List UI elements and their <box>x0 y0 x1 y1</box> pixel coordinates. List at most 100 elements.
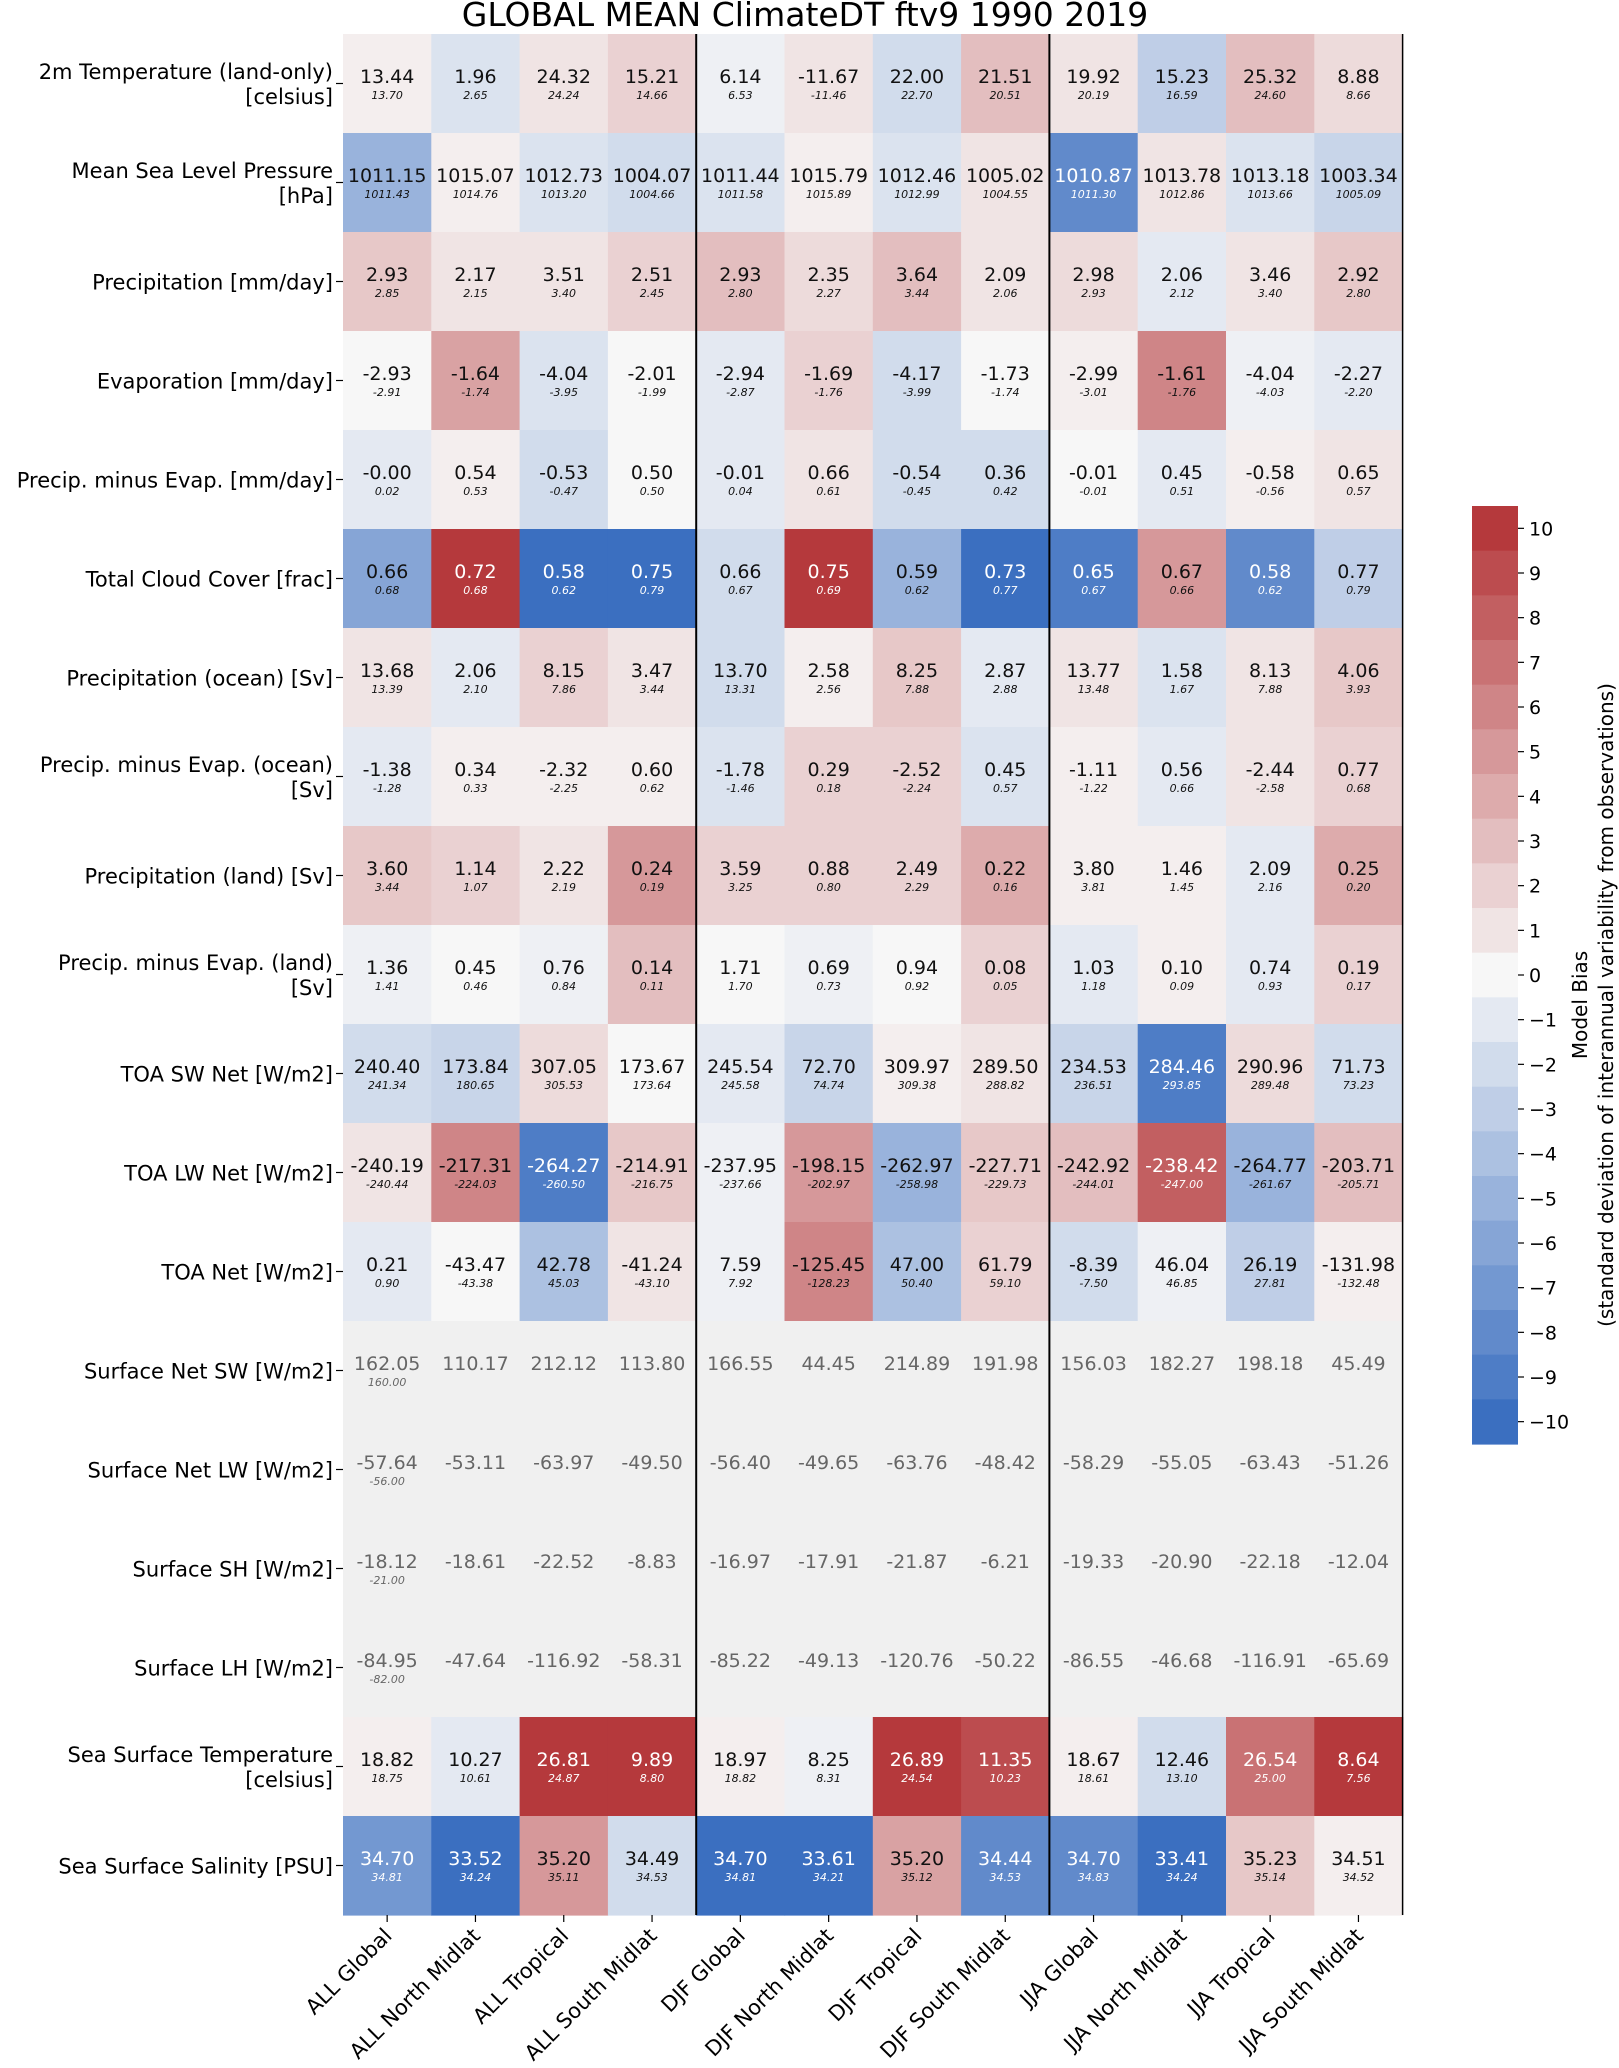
heatmap-cell <box>961 1816 1050 1916</box>
cell-model-value: 0.14 <box>631 957 673 979</box>
cell-model-value: 19.92 <box>1066 66 1120 88</box>
cell-obs-value: 20.51 <box>990 89 1022 102</box>
row-labels: 2m Temperature (land-only)[celsius]Mean … <box>17 60 343 1879</box>
cell-model-value: -227.71 <box>969 1155 1042 1177</box>
cell-model-value: 12.46 <box>1155 1749 1209 1771</box>
cell-obs-value: -0.01 <box>1079 485 1107 498</box>
heatmap-cell <box>1137 34 1227 134</box>
heatmap-cell <box>961 1519 1050 1619</box>
cell-model-value: 0.59 <box>896 561 938 583</box>
colorbar-segment <box>1472 1310 1518 1356</box>
cell-obs-value: -43.38 <box>458 1277 493 1290</box>
cell-model-value: 198.18 <box>1237 1353 1303 1375</box>
cell-model-value: -47.64 <box>445 1650 506 1672</box>
cell-model-value: 2.58 <box>807 660 849 682</box>
cell-obs-value: 0.50 <box>640 485 665 498</box>
heatmap-cell <box>961 529 1050 629</box>
row-label: [Sv] <box>291 778 333 802</box>
cell-obs-value: 305.53 <box>545 1079 584 1092</box>
row-label: Precipitation (land) [Sv] <box>85 865 333 889</box>
cell-obs-value: 180.65 <box>456 1079 495 1092</box>
heatmap-cell <box>1314 331 1404 431</box>
cell-model-value: 0.50 <box>631 462 673 484</box>
cell-model-value: 7.59 <box>719 1254 761 1276</box>
cell-obs-value: -247.00 <box>1161 1178 1203 1191</box>
heatmap-cell <box>1314 529 1404 629</box>
heatmap-cell <box>872 727 962 827</box>
heatmap-cell <box>784 1717 874 1817</box>
colorbar-tick-label: 6 <box>1529 697 1541 719</box>
heatmap-cell <box>872 331 962 431</box>
heatmap-cell <box>1314 1420 1404 1520</box>
cell-model-value: 240.40 <box>354 1056 420 1078</box>
heatmap-cell <box>343 1618 432 1718</box>
cell-model-value: 3.46 <box>1249 264 1291 286</box>
cell-obs-value: 1011.43 <box>364 188 410 201</box>
cell-obs-value: -1.76 <box>814 386 842 399</box>
cell-model-value: 0.54 <box>454 462 496 484</box>
cell-model-value: -0.54 <box>892 462 941 484</box>
cell-model-value: 0.77 <box>1337 561 1379 583</box>
cell-model-value: 34.44 <box>978 1848 1032 1870</box>
heatmap-cell <box>343 232 432 332</box>
heatmap-cell <box>1314 826 1404 926</box>
heatmap-cell <box>696 529 786 629</box>
cell-model-value: 2.51 <box>631 264 673 286</box>
cell-obs-value: 1013.66 <box>1247 188 1293 201</box>
heatmap-cell <box>1049 1816 1139 1916</box>
cell-model-value: 1013.18 <box>1231 165 1310 187</box>
cell-model-value: 0.45 <box>454 957 496 979</box>
colorbar-tick-label: 7 <box>1529 652 1541 674</box>
heatmap-cell <box>784 1519 874 1619</box>
cell-model-value: 1010.87 <box>1054 165 1133 187</box>
heatmap-cell <box>343 1420 432 1520</box>
heatmap-cell <box>696 133 786 233</box>
heatmap-cell <box>696 1123 786 1223</box>
cell-obs-value: 3.44 <box>640 683 665 696</box>
row-label: 2m Temperature (land-only) <box>39 60 333 84</box>
cell-obs-value: 14.66 <box>636 89 668 102</box>
cell-model-value: 0.65 <box>1337 462 1379 484</box>
cell-model-value: 0.88 <box>807 858 849 880</box>
cell-model-value: -120.76 <box>880 1650 953 1672</box>
cell-model-value: 289.50 <box>972 1056 1038 1078</box>
heatmap-cell <box>961 1321 1050 1421</box>
cell-obs-value: 0.04 <box>728 485 753 498</box>
heatmap-cell <box>961 133 1050 233</box>
heatmap-cell <box>519 529 609 629</box>
colorbar-sublabel: (standard deviation of interannual varia… <box>1594 683 1618 1327</box>
cell-model-value: 1.46 <box>1161 858 1203 880</box>
heatmap-cell <box>961 1717 1050 1817</box>
cell-obs-value: -260.50 <box>543 1178 585 1191</box>
cell-obs-value: -2.24 <box>903 782 931 795</box>
cell-model-value: -1.73 <box>981 363 1030 385</box>
cell-obs-value: 2.80 <box>728 287 753 300</box>
cell-model-value: -19.33 <box>1063 1551 1124 1573</box>
heatmap-cell <box>607 1618 697 1718</box>
heatmap-cell <box>607 1024 697 1124</box>
cell-model-value: 0.94 <box>896 957 938 979</box>
cell-obs-value: 7.86 <box>552 683 577 696</box>
cell-obs-value: 1.70 <box>728 980 753 993</box>
heatmap-cell <box>1137 133 1227 233</box>
cell-obs-value: 0.68 <box>463 584 488 597</box>
cell-obs-value: -216.75 <box>631 1178 673 1191</box>
heatmap-cell <box>872 1123 962 1223</box>
cell-obs-value: 0.62 <box>640 782 665 795</box>
heatmap-cell <box>784 1321 874 1421</box>
heatmap-cell <box>1049 1519 1139 1619</box>
column-label: ALL Global <box>301 1924 397 2020</box>
colorbar-segment <box>1472 997 1518 1043</box>
cell-obs-value: 0.11 <box>640 980 665 993</box>
cell-model-value: 1011.15 <box>348 165 427 187</box>
cell-obs-value: 2.88 <box>993 683 1018 696</box>
cell-obs-value: 1012.86 <box>1159 188 1205 201</box>
cell-model-value: -2.52 <box>892 759 941 781</box>
cell-obs-value: 13.70 <box>371 89 403 102</box>
cell-model-value: 1013.78 <box>1143 165 1222 187</box>
heatmap-cell <box>872 529 962 629</box>
cell-model-value: 0.72 <box>454 561 496 583</box>
cell-obs-value: 0.80 <box>816 881 841 894</box>
heatmap-cell <box>431 1618 521 1718</box>
cell-obs-value: 236.51 <box>1074 1079 1113 1092</box>
